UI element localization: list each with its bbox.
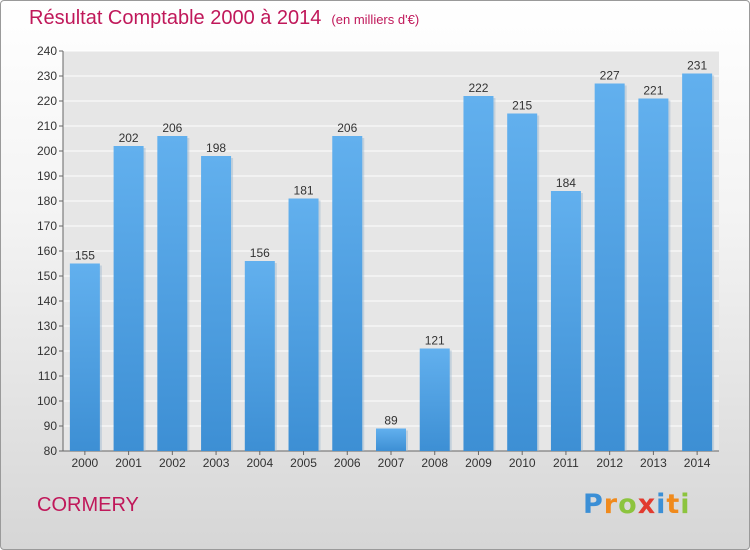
bar-value-label: 181 (294, 184, 314, 198)
x-tick-label: 2014 (684, 456, 711, 470)
commune-name: CORMERY (37, 494, 139, 516)
bar-value-label: 198 (206, 141, 226, 155)
y-tick-label: 170 (37, 219, 57, 233)
bar (201, 156, 232, 451)
chart-title: Résultat Comptable 2000 à 2014 (29, 7, 322, 29)
y-tick-label: 230 (37, 69, 57, 83)
bar-value-label: 89 (384, 414, 398, 428)
bar (288, 198, 319, 451)
logo-letter: i (680, 489, 691, 520)
bar (507, 113, 538, 451)
y-tick-label: 90 (44, 419, 58, 433)
bar-value-label: 227 (600, 69, 620, 83)
bar-value-label: 206 (162, 121, 182, 135)
bar (332, 136, 363, 451)
y-tick-label: 80 (44, 444, 58, 458)
y-tick-label: 210 (37, 119, 57, 133)
logo-letter: P (583, 489, 604, 520)
bar-value-label: 215 (512, 99, 532, 113)
chart-title-block: Résultat Comptable 2000 à 2014 (en millie… (29, 7, 419, 30)
x-tick-label: 2003 (203, 456, 230, 470)
bar-value-label: 231 (687, 59, 707, 73)
logo-letter: x (637, 489, 657, 520)
y-tick-label: 220 (37, 94, 57, 108)
y-tick-label: 200 (37, 144, 57, 158)
y-tick-label: 120 (37, 344, 57, 358)
logo-letter: r (603, 489, 619, 520)
bar-value-label: 156 (250, 246, 270, 260)
x-tick-label: 2011 (553, 456, 579, 470)
x-tick-label: 2002 (159, 456, 186, 470)
bar (157, 136, 188, 451)
bar (463, 96, 494, 451)
proxiti-logo: Proxiti (583, 489, 691, 520)
bar (376, 428, 406, 451)
y-tick-label: 160 (37, 244, 57, 258)
bar (419, 348, 450, 451)
x-tick-label: 2013 (640, 456, 667, 470)
bar (682, 73, 713, 451)
bar (550, 191, 581, 451)
bar-value-label: 184 (556, 176, 576, 190)
y-tick-label: 130 (37, 319, 57, 333)
x-tick-label: 2006 (334, 456, 361, 470)
x-tick-label: 2007 (378, 456, 405, 470)
x-tick-label: 2008 (421, 456, 448, 470)
y-tick-label: 110 (38, 369, 57, 383)
x-tick-label: 2001 (115, 456, 142, 470)
bar (594, 83, 625, 451)
logo-letter: o (618, 489, 638, 520)
bar-value-label: 155 (75, 249, 95, 263)
y-tick-label: 240 (37, 44, 57, 58)
bar-value-label: 222 (468, 81, 488, 95)
bar (113, 146, 144, 451)
x-tick-label: 2005 (290, 456, 317, 470)
y-tick-label: 190 (37, 169, 57, 183)
bar-value-label: 121 (425, 334, 445, 348)
y-tick-label: 180 (37, 194, 57, 208)
bar (638, 98, 669, 451)
y-tick-label: 100 (37, 394, 57, 408)
x-tick-label: 2004 (246, 456, 273, 470)
y-tick-label: 150 (37, 269, 57, 283)
bar (244, 261, 275, 451)
x-tick-label: 2009 (465, 456, 492, 470)
logo-letter: i (656, 489, 667, 520)
x-tick-label: 2012 (596, 456, 623, 470)
bar-value-label: 206 (337, 121, 357, 135)
y-tick-label: 140 (37, 294, 57, 308)
bar-value-label: 202 (119, 131, 139, 145)
bar (69, 263, 100, 451)
bar-value-label: 221 (643, 84, 663, 98)
chart-subtitle: (en milliers d'€) (331, 12, 420, 27)
logo-letter: t (666, 489, 681, 520)
x-tick-label: 2010 (509, 456, 536, 470)
x-tick-label: 2000 (72, 456, 99, 470)
